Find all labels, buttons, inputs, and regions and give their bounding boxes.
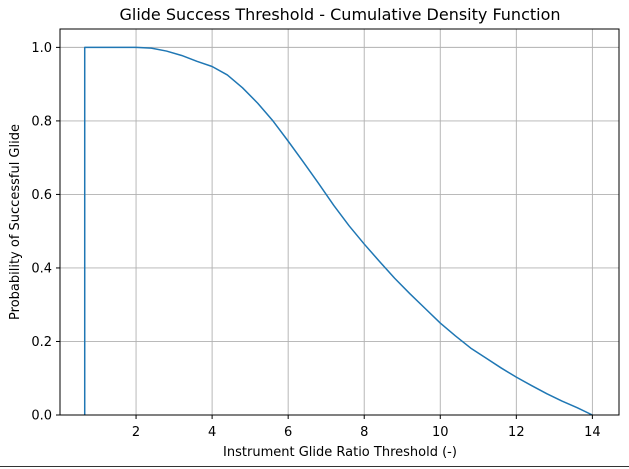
- bottom-rule: [0, 466, 629, 467]
- y-tick-label: 0.4: [31, 261, 52, 276]
- x-tick-label: 4: [208, 425, 216, 440]
- x-tick-label: 8: [360, 425, 368, 440]
- y-tick-label: 0.0: [31, 409, 52, 424]
- x-tick-label: 2: [132, 425, 140, 440]
- x-tick-label: 14: [584, 425, 601, 440]
- x-tick-label: 12: [508, 425, 525, 440]
- y-tick-label: 0.2: [31, 335, 52, 350]
- y-axis-label: Probability of Successful Glide: [8, 124, 23, 320]
- series-layer: [83, 46, 593, 416]
- x-ticks: 2 4 6 8 10 12 14: [132, 415, 601, 440]
- cdf-line: [83, 46, 593, 416]
- x-tick-label: 6: [284, 425, 292, 440]
- y-ticks: 0.0 0.2 0.4 0.6 0.8 1.0: [31, 41, 60, 424]
- chart-title: Glide Success Threshold - Cumulative Den…: [119, 5, 560, 24]
- x-tick-label: 10: [432, 425, 449, 440]
- x-axis-label: Instrument Glide Ratio Threshold (-): [223, 445, 457, 460]
- y-tick-label: 1.0: [31, 41, 52, 56]
- grid: [60, 29, 619, 416]
- y-tick-label: 0.8: [31, 114, 52, 129]
- plot-frame: [59, 28, 620, 416]
- y-tick-label: 0.6: [31, 188, 52, 203]
